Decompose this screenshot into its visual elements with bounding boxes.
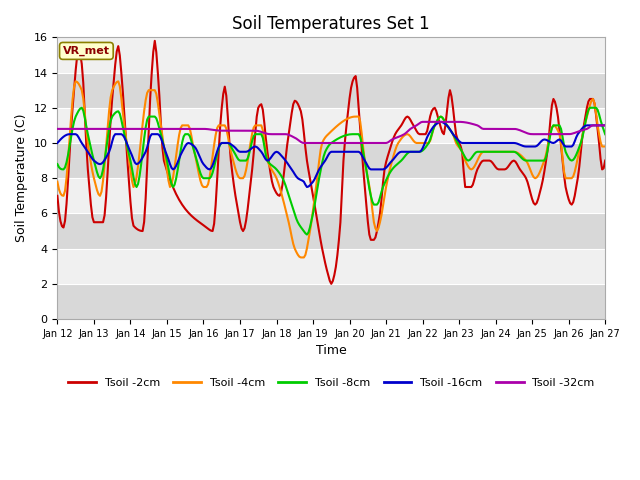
Bar bbox=[58, 37, 605, 72]
Legend: Tsoil -2cm, Tsoil -4cm, Tsoil -8cm, Tsoil -16cm, Tsoil -32cm: Tsoil -2cm, Tsoil -4cm, Tsoil -8cm, Tsoi… bbox=[63, 373, 599, 392]
Bar bbox=[58, 249, 605, 284]
Bar bbox=[58, 284, 605, 319]
Bar bbox=[58, 178, 605, 214]
Title: Soil Temperatures Set 1: Soil Temperatures Set 1 bbox=[232, 15, 430, 33]
Bar bbox=[58, 72, 605, 108]
Y-axis label: Soil Temperature (C): Soil Temperature (C) bbox=[15, 114, 28, 242]
X-axis label: Time: Time bbox=[316, 344, 347, 357]
Bar bbox=[58, 143, 605, 178]
Text: VR_met: VR_met bbox=[63, 46, 110, 56]
Bar bbox=[58, 108, 605, 143]
Bar bbox=[58, 214, 605, 249]
